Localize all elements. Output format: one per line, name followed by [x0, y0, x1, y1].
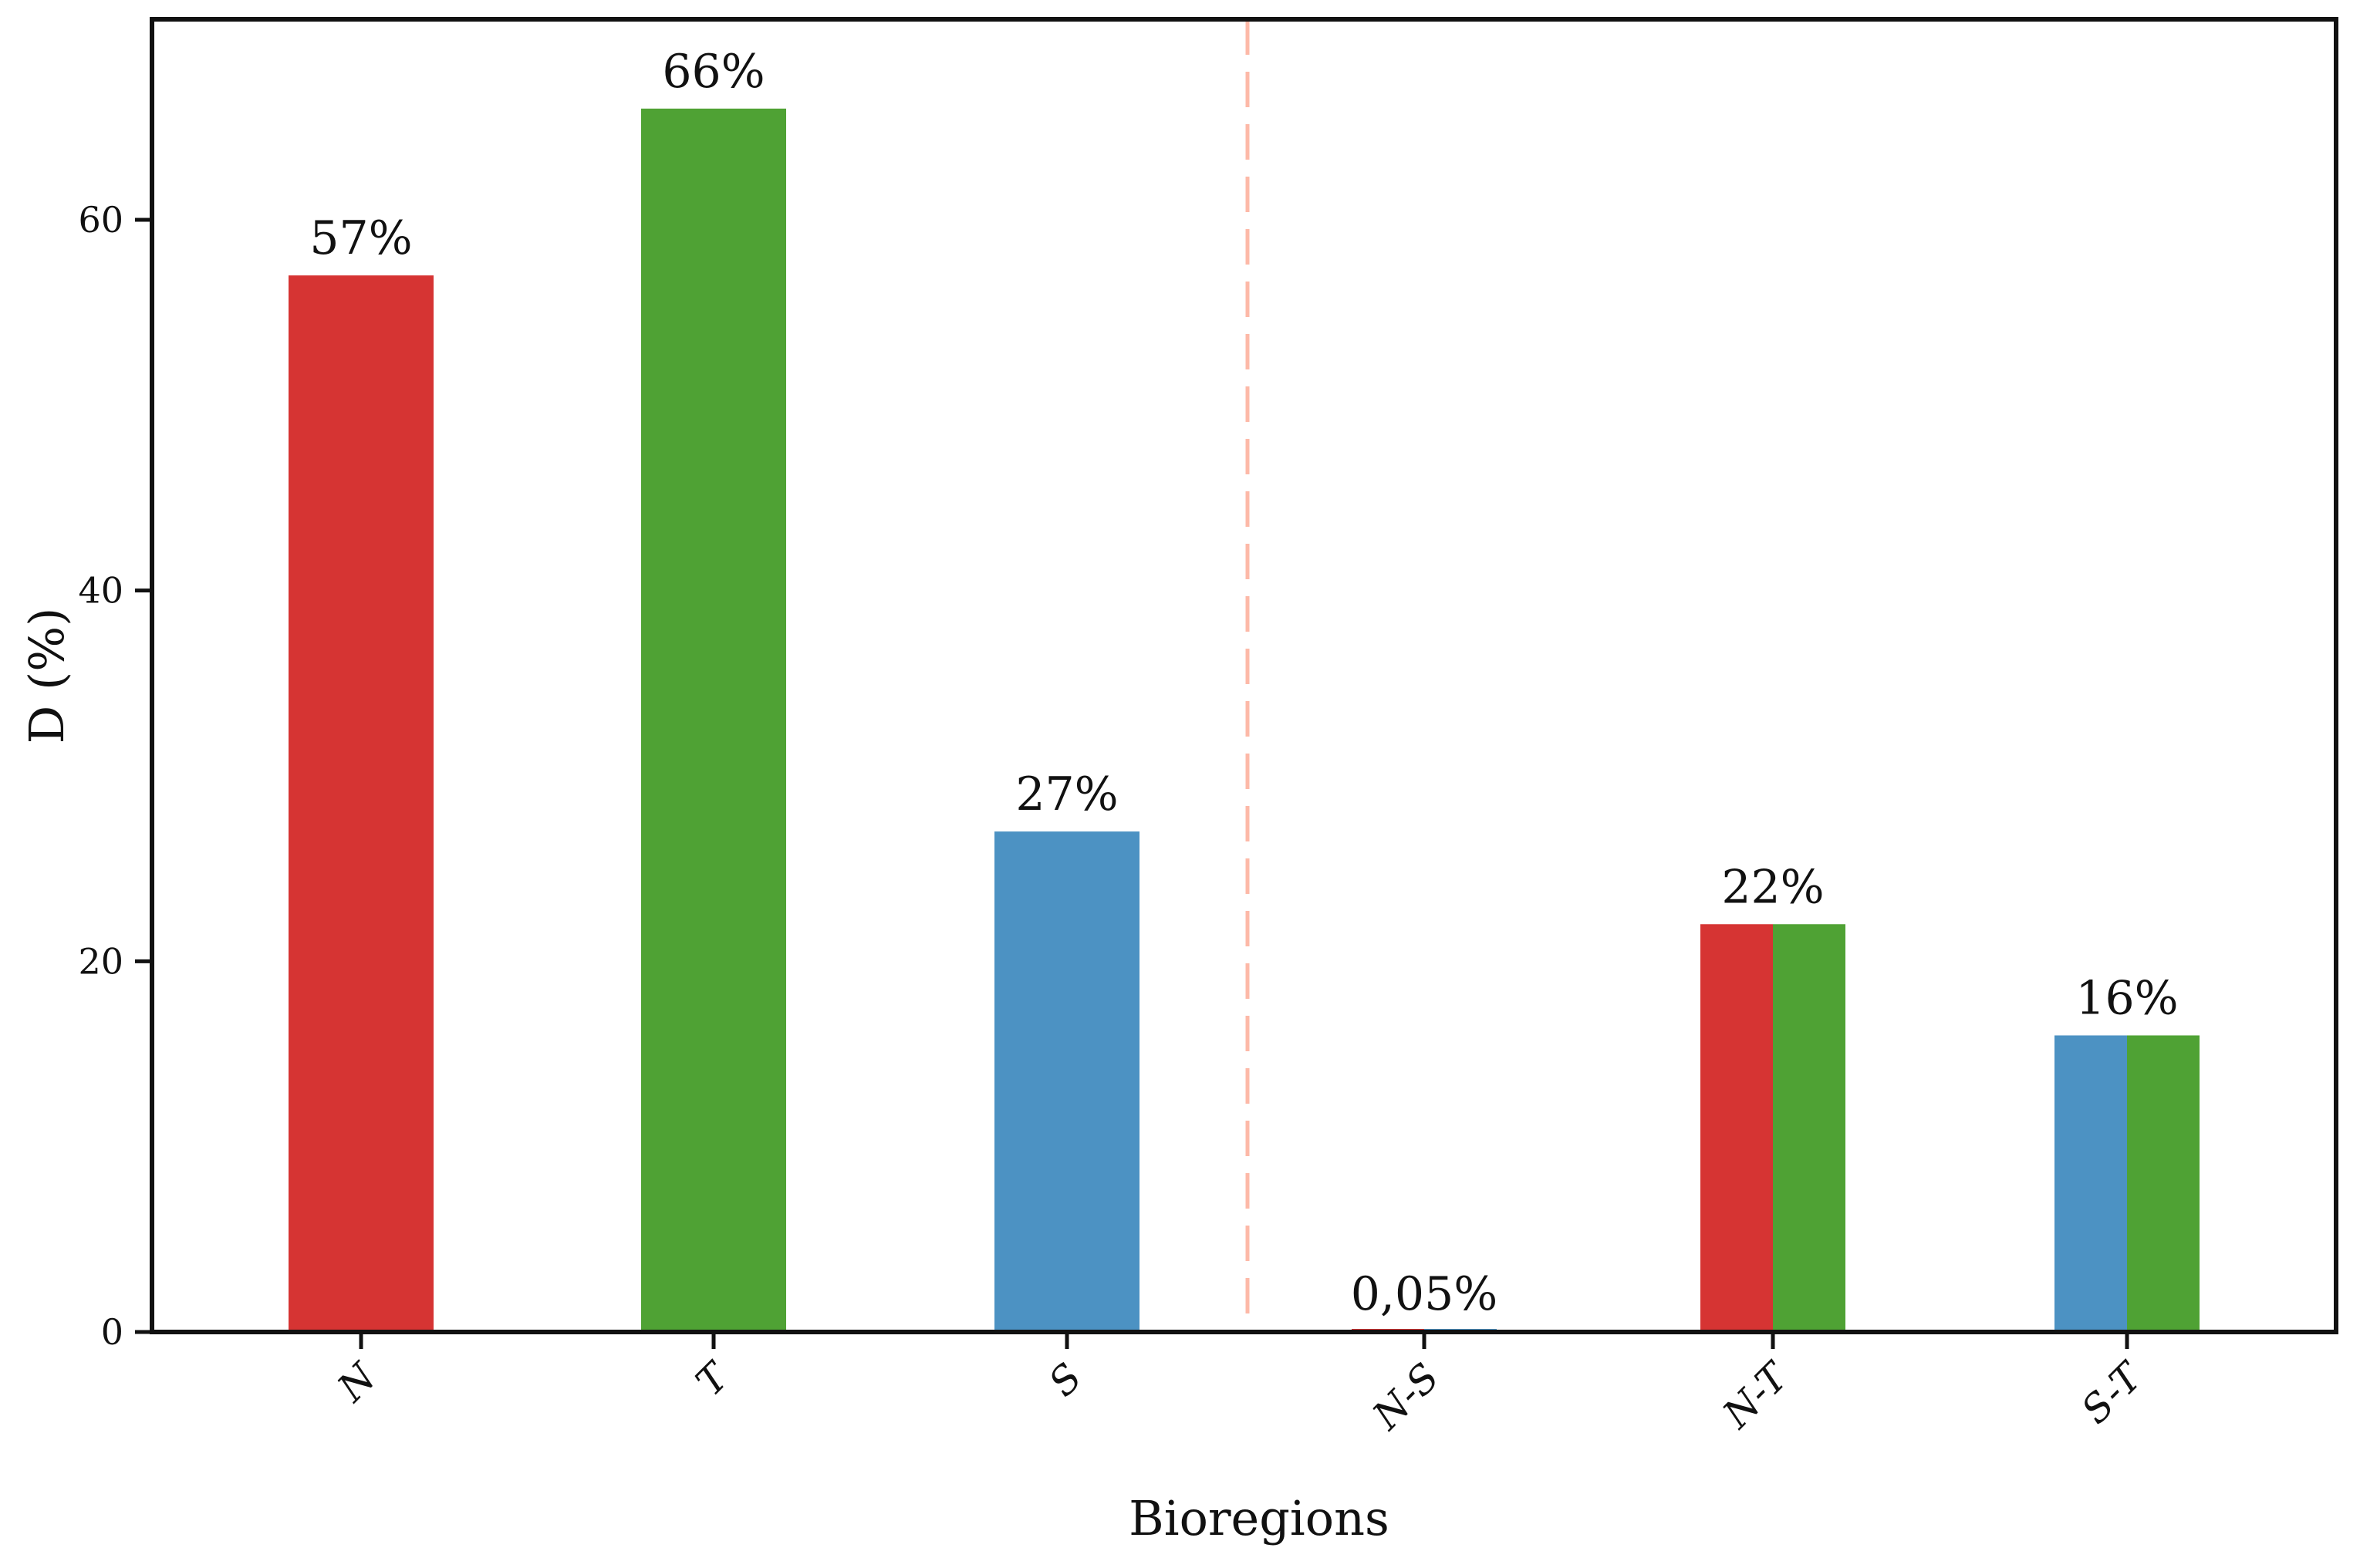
plot-frame — [150, 17, 2338, 1334]
y-tick-label: 40 — [78, 570, 123, 612]
bar-s-segment-s — [994, 831, 1139, 1332]
bar-s-t-segment-s — [2054, 1035, 2127, 1332]
value-label: 66% — [662, 45, 765, 99]
bar-s-t-segment-t — [2127, 1035, 2200, 1332]
bars-group — [289, 108, 2200, 1333]
y-tick-label: 0 — [101, 1311, 123, 1353]
bar-n-segment-n — [289, 275, 434, 1333]
y-axis: 0 20 40 60 — [78, 199, 152, 1353]
y-axis-title: D (%) — [19, 608, 75, 744]
value-label: 27% — [1015, 767, 1118, 821]
value-label: 16% — [2075, 971, 2178, 1025]
bar-n-t-segment-t — [1773, 924, 1845, 1332]
x-axis-title: Bioregions — [1129, 1490, 1389, 1546]
value-label: 0,05% — [1351, 1267, 1498, 1321]
y-tick-label: 60 — [78, 199, 123, 241]
value-label: 57% — [309, 211, 412, 265]
value-label: 22% — [1721, 860, 1824, 914]
y-tick-label: 20 — [78, 940, 123, 982]
bar-t-segment-t — [641, 108, 786, 1332]
bar-n-t-segment-n — [1700, 924, 1773, 1332]
value-labels-group: 57% 66% 27% 0,05% 22% 16% — [309, 45, 2178, 1321]
